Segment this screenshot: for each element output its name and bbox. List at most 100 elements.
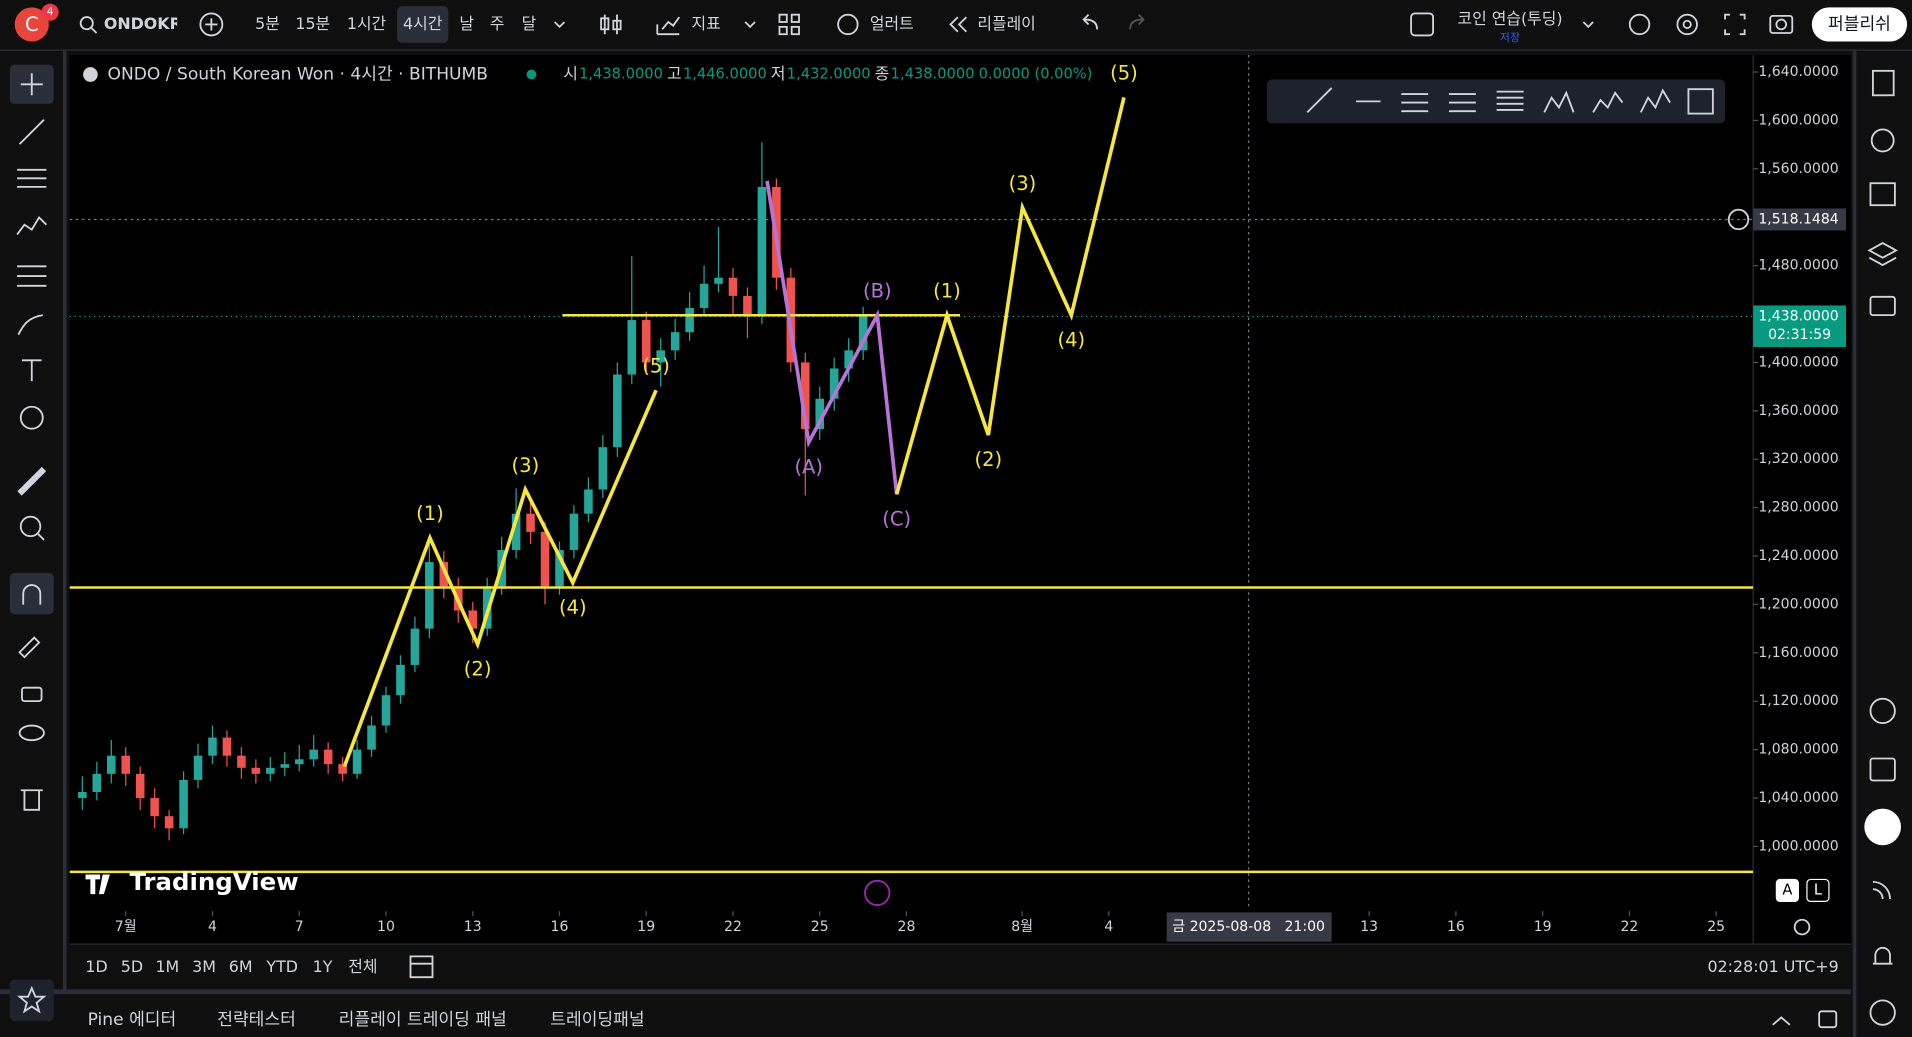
range[interactable]: 전체 bbox=[348, 957, 377, 976]
favorites[interactable] bbox=[17, 985, 47, 1014]
candle-body bbox=[280, 764, 290, 768]
scale-button[interactable] bbox=[1775, 878, 1799, 903]
add-symbol[interactable] bbox=[199, 12, 224, 37]
replay-icon[interactable] bbox=[949, 16, 968, 33]
delete-tool[interactable] bbox=[20, 789, 43, 811]
bottom-tab[interactable]: 리플레이 트레이딩 패널 bbox=[339, 1010, 507, 1030]
text-tool[interactable] bbox=[21, 359, 42, 382]
interval[interactable]: 5분 bbox=[255, 14, 280, 33]
feed[interactable] bbox=[1872, 880, 1891, 900]
interval[interactable]: 날 bbox=[459, 14, 474, 33]
candle-body bbox=[815, 398, 825, 429]
layout-icon[interactable] bbox=[1410, 12, 1434, 37]
bottom-tab[interactable]: 전략테스터 bbox=[217, 1010, 296, 1030]
brush-tool[interactable] bbox=[17, 314, 43, 336]
calendar[interactable] bbox=[1869, 757, 1896, 782]
pattern-tool[interactable] bbox=[16, 215, 48, 236]
emoji-tool[interactable] bbox=[19, 405, 44, 430]
chevron[interactable] bbox=[1582, 21, 1594, 29]
alerts-panel[interactable] bbox=[1870, 128, 1895, 153]
range[interactable]: 1Y bbox=[313, 957, 333, 976]
indicators-icon[interactable] bbox=[656, 16, 681, 36]
projection-tool[interactable] bbox=[17, 265, 47, 287]
time-axis-settings[interactable] bbox=[1793, 918, 1811, 936]
interval[interactable]: 4시간 bbox=[403, 14, 443, 33]
range[interactable]: 6M bbox=[229, 957, 253, 976]
watchlist[interactable] bbox=[1871, 69, 1895, 97]
publish-button[interactable] bbox=[1811, 7, 1908, 42]
layers[interactable] bbox=[1867, 242, 1899, 267]
chart-type-icon[interactable] bbox=[600, 14, 622, 35]
x-tick-label: 25 bbox=[811, 919, 829, 935]
candle-body bbox=[92, 773, 102, 792]
bottom-tab[interactable]: Pine 에디터 bbox=[88, 1010, 177, 1030]
chevron[interactable] bbox=[554, 21, 566, 29]
interval[interactable]: 주 bbox=[490, 14, 505, 33]
chevron[interactable] bbox=[744, 21, 756, 29]
layout-name[interactable]: 코인 연습(투딩) bbox=[1458, 9, 1563, 28]
indicators[interactable]: 지표 bbox=[691, 14, 720, 33]
x-tick-label: 22 bbox=[1620, 919, 1638, 935]
templates-icon[interactable] bbox=[778, 13, 800, 36]
y-tick-label: 1,240.0000 bbox=[1758, 548, 1838, 564]
settings[interactable] bbox=[1676, 13, 1698, 36]
interval[interactable]: 달 bbox=[522, 14, 537, 33]
apps[interactable] bbox=[1864, 808, 1902, 846]
fullscreen[interactable] bbox=[1724, 13, 1746, 36]
candle-body bbox=[164, 816, 174, 829]
lock-tool[interactable] bbox=[21, 686, 43, 703]
drawing-toolbar-icons[interactable] bbox=[1306, 87, 1714, 115]
target[interactable] bbox=[1869, 697, 1896, 725]
y-tick-label: 1,560.0000 bbox=[1758, 161, 1838, 177]
range[interactable]: 5D bbox=[121, 957, 143, 976]
avatar[interactable] bbox=[14, 7, 49, 42]
date-range-icon[interactable] bbox=[409, 955, 434, 979]
zoom-tool bbox=[37, 533, 45, 541]
interval[interactable]: 15분 bbox=[295, 14, 330, 33]
search-icon[interactable] bbox=[79, 16, 94, 31]
change: 0.0000 (0.00%) bbox=[979, 66, 1093, 83]
chat[interactable] bbox=[1869, 295, 1896, 317]
crosshair-time-bg bbox=[1166, 912, 1332, 942]
add-alert[interactable] bbox=[1727, 208, 1750, 231]
ohlc-value: 1,432.0000 bbox=[787, 66, 871, 83]
snapshot[interactable] bbox=[1769, 14, 1794, 34]
candle-body bbox=[237, 755, 246, 768]
notifications[interactable] bbox=[1872, 946, 1893, 965]
ohlc-key: 종 bbox=[875, 64, 890, 83]
scale-button[interactable] bbox=[1806, 878, 1830, 903]
range[interactable]: YTD bbox=[265, 957, 298, 976]
alert-icon[interactable] bbox=[837, 13, 859, 36]
crosshair-tool[interactable] bbox=[20, 73, 43, 96]
collapse[interactable] bbox=[1772, 1016, 1791, 1026]
trend-line-tool[interactable] bbox=[18, 119, 45, 145]
candle-body bbox=[468, 610, 478, 629]
symbol[interactable]: ONDOKRW bbox=[104, 14, 200, 33]
ruler-tool[interactable] bbox=[17, 466, 47, 496]
bottom-tab[interactable]: 트레이딩패널 bbox=[550, 1010, 644, 1030]
quick-search[interactable] bbox=[1628, 13, 1651, 36]
maximize[interactable] bbox=[1818, 1010, 1838, 1029]
magnet-tool[interactable] bbox=[22, 584, 42, 605]
interval[interactable]: 1시간 bbox=[347, 14, 387, 33]
zoom-tool[interactable] bbox=[19, 515, 42, 538]
replay-marker[interactable] bbox=[864, 879, 891, 907]
fib-tool[interactable] bbox=[17, 168, 47, 188]
help[interactable] bbox=[1869, 999, 1896, 1026]
alert[interactable]: 얼러트 bbox=[870, 14, 914, 33]
wave-label: (2) bbox=[464, 658, 492, 681]
hide-tool[interactable] bbox=[18, 724, 45, 742]
redo[interactable] bbox=[1129, 14, 1145, 30]
undo[interactable] bbox=[1082, 14, 1099, 30]
x-tick-label: 13 bbox=[1360, 919, 1378, 935]
add-symbol bbox=[205, 18, 218, 31]
data-window[interactable] bbox=[1869, 182, 1896, 207]
draw-mode-tool[interactable] bbox=[18, 636, 41, 659]
x-tick-label: 19 bbox=[637, 919, 655, 935]
save-status: 저장 bbox=[1500, 31, 1520, 44]
range[interactable]: 3M bbox=[192, 957, 216, 976]
range[interactable]: 1D bbox=[85, 957, 107, 976]
replay[interactable]: 리플레이 bbox=[977, 14, 1035, 33]
range[interactable]: 1M bbox=[155, 957, 179, 976]
